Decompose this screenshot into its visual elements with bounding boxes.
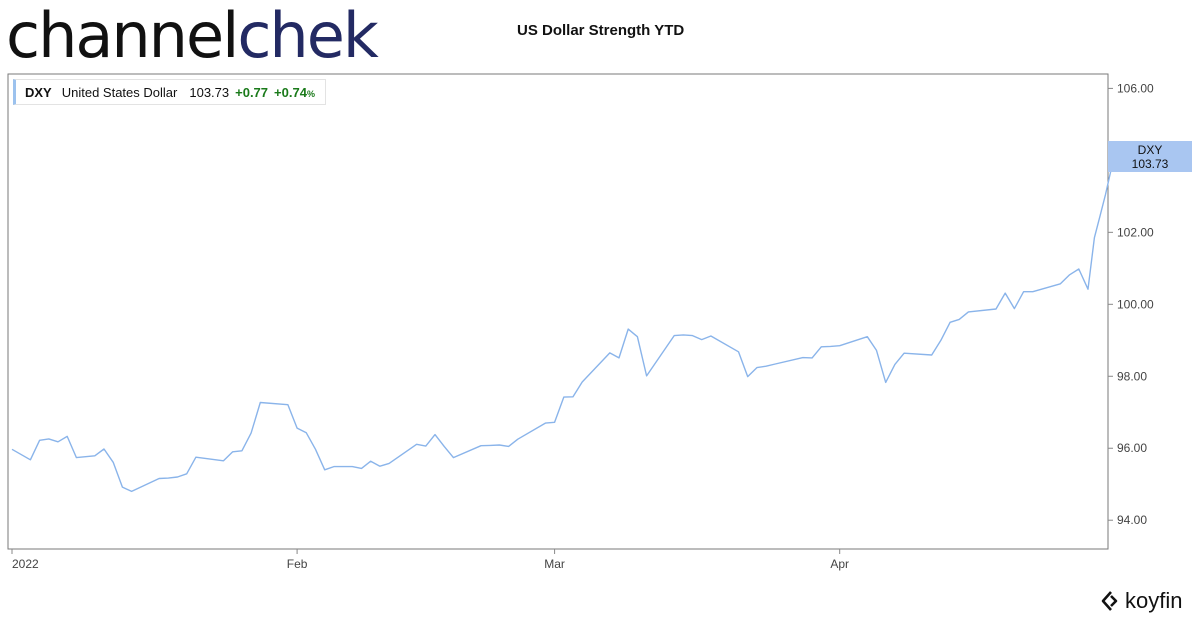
brand-part-1: channel	[6, 0, 239, 72]
y-tick-label: 100.00	[1117, 297, 1154, 311]
legend[interactable]: DXY United States Dollar 103.73 +0.77 +0…	[13, 79, 326, 105]
koyfin-branding[interactable]: koyfin	[1100, 588, 1182, 614]
plot-frame	[7, 73, 1109, 550]
brand-part-2: chek	[237, 0, 378, 72]
last-price-tag: DXY 103.73	[1108, 141, 1192, 172]
x-tick-label: Feb	[287, 557, 308, 571]
price-tag-value: 103.73	[1131, 157, 1169, 171]
legend-price: 103.73	[189, 84, 230, 100]
chart-title: US Dollar Strength YTD	[517, 22, 685, 39]
channelchek-logo[interactable]: channelchek	[6, 0, 379, 76]
y-tick-label: 98.00	[1117, 369, 1147, 383]
koyfin-logo-icon	[1101, 591, 1118, 611]
x-tick-label: Apr	[830, 557, 849, 571]
legend-pct-sign: %	[306, 88, 315, 99]
x-tick-label: Mar	[544, 557, 565, 571]
series-line-dxy	[11, 169, 1112, 493]
legend-change-pct: +0.74%	[274, 85, 315, 100]
legend-change-pct-value: +0.74	[274, 84, 307, 100]
y-tick-label: 94.00	[1117, 513, 1147, 527]
price-tag-ticker: DXY	[1137, 143, 1163, 157]
legend-change: +0.77	[235, 84, 269, 100]
x-tick-label: 2022	[12, 557, 39, 571]
y-tick-label: 96.00	[1117, 441, 1147, 455]
legend-ticker: DXY	[25, 84, 52, 100]
koyfin-wordmark: koyfin	[1125, 588, 1183, 613]
legend-name: United States Dollar	[61, 84, 178, 100]
y-tick-label: 102.00	[1117, 225, 1154, 239]
y-tick-label: 106.00	[1117, 81, 1154, 95]
